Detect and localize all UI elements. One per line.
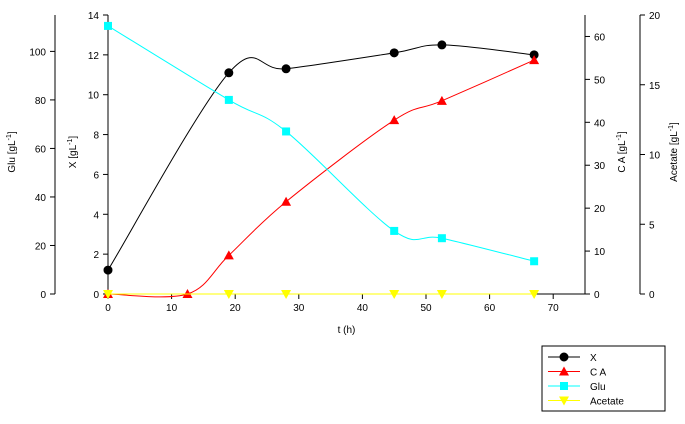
data-point-acetate [529,290,540,299]
ca-axis-title: C A [gL-1] [616,131,628,172]
time-tick-label: 70 [548,303,560,314]
series-line-x [107,44,535,271]
data-point-ca [436,95,447,105]
data-point-glu [282,127,291,136]
data-point-ca [223,250,234,260]
legend-marker-ca [559,366,569,376]
data-point-acetate [103,290,113,299]
acetate-axis-tick-label: 5 [649,220,655,231]
legend-marker-x [559,352,569,362]
x-axis-tick-label: 6 [93,170,99,181]
legend: X C A Glu Acetate [541,345,666,412]
legend-marker-acetate [559,396,569,406]
data-point-ca [529,55,540,65]
time-tick-label: 30 [293,303,305,314]
legend-label-ca: C A [590,368,606,379]
data-point-acetate [389,290,400,299]
data-point-x [437,40,447,50]
data-point-glu [390,226,399,235]
time-tick-label: 20 [230,303,242,314]
acetate-axis-tick-label: 15 [649,81,661,92]
glu-axis-tick-label: 40 [35,193,47,204]
time-tick-label: 40 [357,303,369,314]
series-line-ca [107,59,535,298]
ca-axis-tick-label: 50 [594,75,606,86]
legend-marker-glu [560,382,568,390]
series-line-glu [107,25,535,262]
data-point-acetate [223,290,234,299]
legend-label-x: X [590,353,597,364]
x-axis-tick-label: 4 [93,210,99,221]
data-point-ca [389,115,400,125]
acetate-axis-title: Acetate [gL-1] [668,122,680,182]
time-tick-label: 60 [484,303,496,314]
x-axis-tick-label: 8 [93,131,99,142]
ca-axis-tick-label: 20 [594,204,606,215]
data-point-x [224,68,234,78]
ca-axis-tick-label: 60 [594,32,606,43]
legend-label-glu: Glu [590,382,606,393]
glu-axis-tick-label: 60 [35,144,47,155]
x-axis-tick-label: 12 [88,51,100,62]
x-axis-tick-label: 10 [88,91,100,102]
acetate-axis-tick-label: 0 [649,290,655,301]
glu-axis-tick-label: 80 [35,96,47,107]
time-axis-title: t (h) [338,325,356,336]
glu-axis-title: Glu [gL-1] [6,131,18,172]
time-tick-label: 0 [105,303,111,314]
data-point-acetate [436,290,447,299]
data-point-x [281,64,291,74]
legend-label-acetate: Acetate [590,397,624,408]
data-point-glu [224,95,233,104]
glu-axis-tick-label: 0 [40,290,46,301]
data-point-glu [437,234,446,243]
ca-axis-tick-label: 0 [594,290,600,301]
x-axis-tick-label: 0 [93,290,99,301]
data-point-acetate [281,290,292,299]
x-axis-tick-label: 2 [93,250,99,261]
acetate-axis-tick-label: 10 [649,151,661,162]
time-tick-label: 10 [166,303,178,314]
glu-axis-tick-label: 20 [35,241,47,252]
x-axis-tick-label: 14 [88,11,100,22]
ca-axis-tick-label: 10 [594,247,606,258]
time-tick-label: 50 [420,303,432,314]
x-axis-title: X [gL-1] [67,136,79,169]
acetate-axis-tick-label: 20 [649,11,661,22]
glu-axis-tick-label: 100 [29,47,46,58]
data-point-glu [104,21,112,30]
data-point-glu [530,257,539,266]
data-point-ca [281,196,292,206]
data-point-x [389,48,399,58]
data-point-x [103,265,113,275]
ca-axis-tick-label: 30 [594,161,606,172]
ca-axis-tick-label: 40 [594,118,606,129]
